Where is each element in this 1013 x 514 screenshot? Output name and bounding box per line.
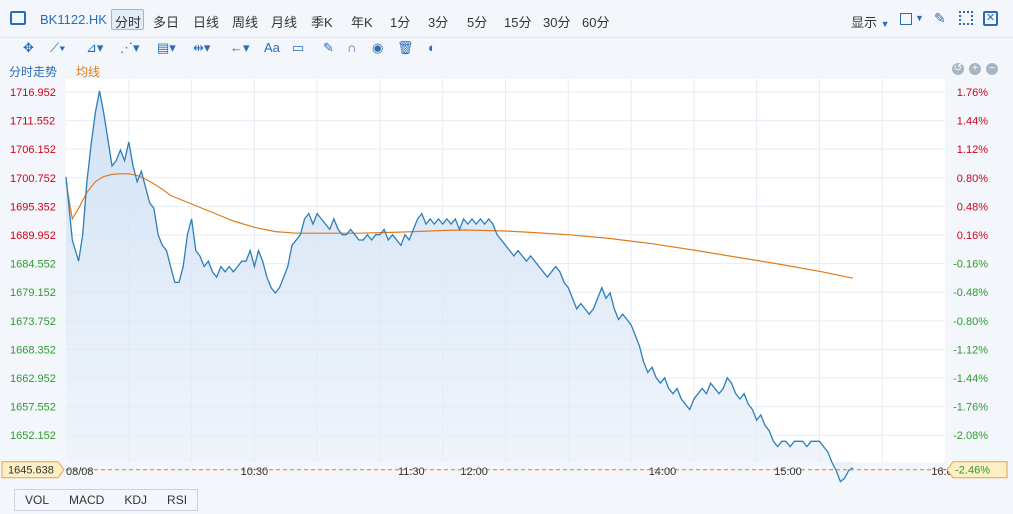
period-daily[interactable]: 日线 [193, 15, 220, 30]
eye-icon[interactable]: ◉ [372, 40, 384, 55]
pct-tick-label: 1.76% [957, 87, 988, 99]
pct-tick-label: 0.48% [957, 201, 988, 213]
period-30min[interactable]: 30分 [543, 15, 571, 30]
y-tick-label: 1706.152 [10, 144, 56, 156]
price-line [65, 90, 854, 483]
stock-code[interactable]: BK1122.HK [40, 12, 107, 27]
caret-down-icon[interactable]: ▼ [915, 13, 924, 23]
pct-tick-label: 1.44% [957, 116, 988, 128]
channel-tool-icon[interactable]: ⊿▾ [86, 40, 104, 55]
pct-tick-label: -2.08% [953, 430, 988, 442]
display-menu[interactable]: 显示 ▼ [851, 12, 890, 31]
trash-icon[interactable]: 🗑 [397, 40, 414, 55]
display-label: 显示 [851, 15, 878, 30]
range-tool-icon[interactable]: ⇹▾ [193, 40, 211, 55]
y-tick-label: 1673.752 [10, 316, 56, 328]
pen-icon[interactable]: ✎ [323, 40, 334, 55]
period-toolbar: BK1122.HK 分时 多日 日线 周线 月线 季K 年K 1分 3分 5分 … [0, 0, 1013, 38]
period-multiday[interactable]: 多日 [153, 15, 180, 30]
brush-icon[interactable]: ✎ [934, 10, 946, 26]
sidebar-toggle-icon[interactable] [10, 11, 26, 25]
caret-down-icon: ▼ [880, 19, 890, 29]
arrow-tool-icon[interactable]: ←▾ [230, 40, 250, 55]
x-tick-label: 10:30 [241, 466, 269, 478]
period-5min[interactable]: 5分 [467, 15, 488, 30]
current-pct-value: -2.46% [955, 465, 990, 477]
period-monthly[interactable]: 月线 [271, 15, 298, 30]
text-tool-icon[interactable]: Aa [264, 40, 280, 55]
period-intraday[interactable]: 分时 [115, 15, 142, 30]
period-weekly[interactable]: 周线 [232, 15, 259, 30]
x-tick-label: 11:30 [398, 466, 425, 478]
reset-icon[interactable]: ↺ [952, 63, 964, 75]
x-tick-label: 14:00 [649, 466, 677, 478]
current-pct-tag [946, 461, 1008, 479]
indicator-tabs: VOL MACD KDJ RSI [14, 489, 199, 511]
average-line [65, 173, 854, 279]
wave-tool-icon[interactable]: ⋰▾ [120, 40, 140, 55]
legend-average: 均线 [76, 65, 101, 79]
y-tick-label: 1700.752 [10, 173, 56, 185]
pct-tick-label: 1.12% [957, 144, 988, 156]
current-price-tag [1, 461, 65, 479]
line-tool-icon[interactable]: ⟋▾ [50, 40, 66, 55]
zoom-out-icon[interactable]: − [986, 63, 998, 75]
x-tick-label: 15:00 [774, 466, 802, 478]
y-tick-label: 1711.552 [10, 116, 55, 128]
y-tick-label: 1662.952 [10, 373, 56, 385]
period-yearly[interactable]: 年K [351, 15, 373, 30]
y-tick-label: 1716.952 [10, 87, 56, 99]
fib-tool-icon[interactable]: ▤▾ [157, 40, 176, 55]
y-tick-label: 1684.552 [10, 259, 56, 271]
y-tick-label: 1695.352 [10, 201, 56, 213]
pct-tick-label: -0.48% [953, 287, 988, 299]
y-tick-label: 1668.352 [10, 344, 56, 356]
drawing-toolbar [0, 38, 1013, 60]
zoom-in-icon[interactable]: + [969, 63, 981, 75]
indicator-kdj[interactable]: KDJ [124, 493, 148, 507]
close-icon[interactable]: ✕ [983, 11, 998, 26]
pct-tick-label: -0.16% [953, 259, 988, 271]
pct-tick-label: -1.44% [953, 373, 988, 385]
pct-tick-label: 0.80% [957, 173, 988, 185]
selected-period-highlight [111, 9, 144, 30]
pct-tick-label: -1.12% [953, 344, 988, 356]
period-15min[interactable]: 15分 [504, 15, 532, 30]
period-quarterly[interactable]: 季K [311, 15, 333, 30]
fullscreen-icon[interactable] [959, 11, 973, 25]
y-tick-label: 1679.152 [10, 287, 56, 299]
y-tick-label: 1689.952 [10, 230, 56, 242]
pct-tick-label: -1.76% [953, 402, 988, 414]
indicator-macd[interactable]: MACD [69, 493, 105, 507]
current-price-value: 1645.638 [8, 465, 54, 477]
period-1min[interactable]: 1分 [390, 15, 411, 30]
crosshair-icon[interactable]: ✥ [23, 40, 34, 55]
period-3min[interactable]: 3分 [428, 15, 449, 30]
indicator-vol[interactable]: VOL [25, 493, 50, 507]
x-tick-label: 12:00 [460, 466, 488, 478]
compare-icon[interactable]: ◐ [428, 40, 436, 55]
period-60min[interactable]: 60分 [582, 15, 610, 30]
pct-tick-label: -0.80% [953, 316, 988, 328]
square-icon[interactable] [900, 13, 912, 25]
pct-tick-label: 0.16% [957, 230, 988, 242]
y-tick-label: 1652.152 [10, 430, 56, 442]
magnet-icon[interactable]: ∩ [347, 40, 357, 55]
y-tick-label: 1657.552 [10, 402, 56, 414]
comment-tool-icon[interactable]: ▭ [292, 40, 305, 55]
price-area [66, 90, 853, 482]
legend-intraday: 分时走势 [9, 65, 58, 79]
x-tick-label: 08/08 [66, 466, 94, 478]
indicator-rsi[interactable]: RSI [167, 493, 188, 507]
